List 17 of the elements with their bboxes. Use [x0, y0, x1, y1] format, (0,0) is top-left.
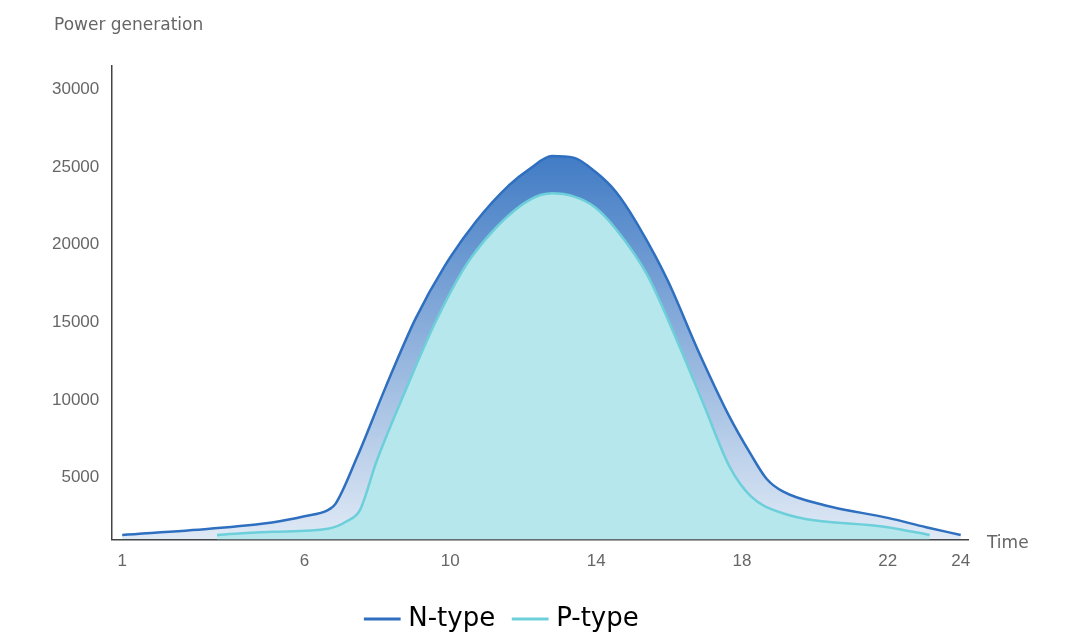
y-tick-label: 20000	[51, 234, 100, 254]
y-axis-title: Power generation	[54, 14, 204, 34]
y-tick-label: 30000	[51, 78, 100, 98]
y-tick-label: 10000	[51, 389, 100, 409]
legend-label: P-type	[556, 601, 639, 632]
y-tick-label: 25000	[51, 156, 100, 176]
x-tick-label: 10	[440, 551, 460, 571]
y-tick-label: 15000	[51, 311, 100, 331]
x-tick-label: 6	[299, 551, 310, 571]
x-tick-label: 24	[951, 551, 971, 571]
x-axis-title: Time	[987, 532, 1029, 552]
x-tick-label: 22	[878, 551, 898, 571]
x-tick-label: 14	[586, 551, 606, 571]
legend-label: N-type	[408, 601, 496, 632]
x-tick-label: 1	[117, 551, 127, 571]
y-tick-label: 5000	[61, 467, 100, 487]
x-tick-label: 18	[732, 551, 752, 571]
